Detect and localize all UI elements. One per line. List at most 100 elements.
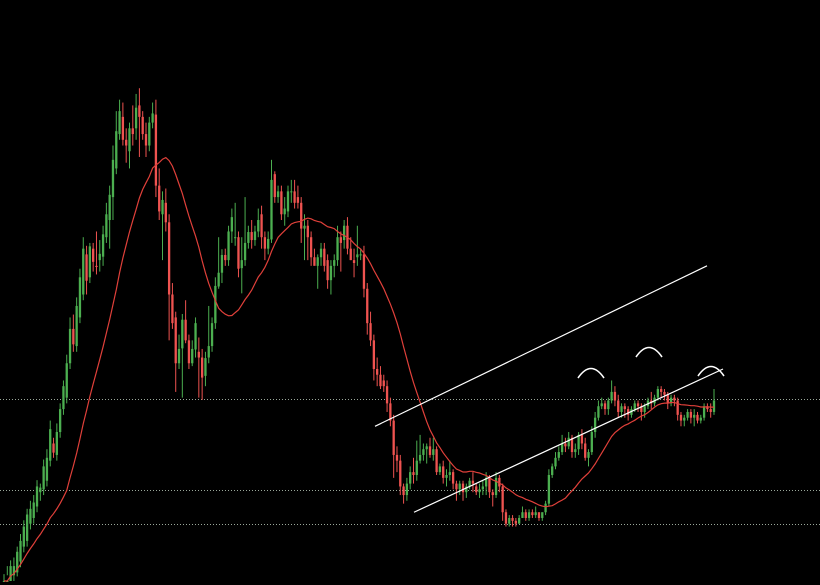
candle-body [306, 225, 309, 238]
candle-body [438, 466, 442, 473]
candle-body [134, 107, 138, 129]
candle-body [35, 486, 39, 507]
candle-body [557, 452, 560, 458]
candle-body [683, 417, 686, 421]
candle-body [329, 265, 333, 281]
candle-body [247, 232, 250, 243]
candle-body [55, 432, 58, 455]
candle-body [25, 514, 29, 541]
candle-body [359, 254, 362, 256]
candle-body [415, 460, 418, 475]
candle-body [85, 254, 88, 281]
candle-body [217, 272, 220, 287]
candle-body [560, 443, 564, 453]
candle-body [171, 294, 174, 324]
candle-body [395, 454, 399, 461]
candle-body [696, 414, 699, 421]
candle-body [309, 237, 313, 258]
candle-body [115, 131, 118, 169]
candle-body [72, 328, 75, 345]
candle-body [623, 406, 626, 410]
candle-body [68, 328, 72, 364]
candle-body [362, 254, 366, 289]
candle-body [458, 483, 461, 490]
candle-body [432, 449, 435, 455]
candle-body [263, 237, 267, 249]
candle-body [382, 380, 385, 387]
candle-body [342, 225, 346, 241]
candle-body [141, 116, 144, 135]
candle-body [706, 406, 709, 410]
moving-average-line [4, 156, 714, 582]
candle-body [643, 406, 646, 412]
candle-body [435, 449, 438, 473]
candle-body [554, 457, 557, 467]
candle-body [39, 487, 42, 493]
candle-body [336, 237, 339, 261]
candle-body [409, 472, 412, 484]
candle-body [475, 486, 478, 493]
candle-body [673, 397, 676, 401]
candle-body [283, 208, 286, 215]
candle-body [613, 391, 617, 401]
candle-body [527, 512, 531, 518]
candle-body [468, 480, 471, 487]
candle-body [531, 512, 534, 516]
candle-body [260, 214, 263, 238]
candle-body [333, 260, 336, 266]
candle-body [676, 400, 679, 415]
candle-body [669, 397, 673, 404]
candle-body [524, 512, 527, 518]
candle-body [121, 116, 125, 140]
candle-body [702, 406, 706, 418]
candle-body [481, 486, 484, 490]
candle-body [584, 443, 587, 458]
candle-body [488, 477, 491, 493]
candle-body [22, 526, 25, 547]
candle-body [425, 446, 428, 450]
candle-body [610, 391, 613, 401]
candle-body [280, 191, 283, 215]
candle-body [580, 434, 584, 444]
candle-body [498, 477, 501, 487]
candle-body [686, 411, 689, 418]
candle-body [626, 409, 630, 415]
candle-body [352, 260, 356, 263]
candle-body [663, 391, 666, 395]
candle-body [369, 323, 372, 341]
candle-body [234, 237, 237, 239]
candle-body [29, 508, 32, 524]
candle-body [399, 460, 402, 487]
candle-body [461, 483, 465, 493]
candle-body [151, 113, 154, 123]
candle-body [224, 254, 227, 261]
candle-body [75, 305, 78, 347]
candle-body [465, 486, 468, 493]
candle-body [108, 194, 111, 221]
candle-body [442, 466, 445, 478]
candle-body [82, 248, 85, 295]
candle-body [372, 340, 376, 369]
candle-body [607, 400, 610, 410]
candle-body [16, 551, 19, 573]
candle-body [92, 248, 95, 262]
candle-body [49, 429, 52, 461]
candle-body [451, 472, 455, 484]
candle-body [349, 248, 352, 261]
candle-body [567, 437, 570, 447]
candle-body [666, 394, 669, 404]
candle-body [101, 234, 105, 257]
candle-body [593, 417, 597, 433]
candle-body [484, 477, 488, 487]
candle-body [603, 403, 607, 410]
candle-body [230, 217, 234, 232]
candle-body [313, 257, 316, 266]
candle-body [161, 199, 164, 215]
candle-body [65, 363, 68, 398]
candle-body [273, 174, 276, 198]
candle-body [326, 260, 329, 281]
candle-body [253, 231, 257, 241]
